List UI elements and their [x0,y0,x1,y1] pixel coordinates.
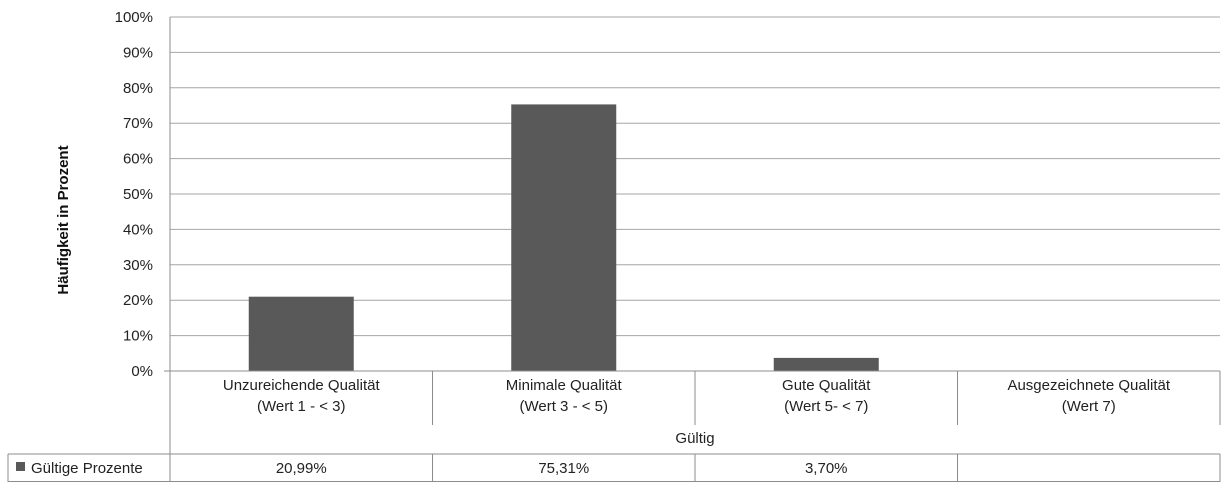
bars [248,104,879,372]
y-tick-label: 60% [123,151,153,168]
category-labels: Unzureichende Qualität (Wert 1 - < 3) Mini… [223,377,1171,415]
y-tick-label: 100% [115,9,153,26]
y-tick-label: 50% [123,186,153,203]
y-tick-label: 10% [123,328,153,345]
y-tick-label: 40% [123,221,153,238]
bar [773,357,879,371]
y-tick-label: 0% [131,363,153,380]
y-tick-labels: 0% 10% 20% 30% 40% 50% 60% 70% 80% 90% 100% [115,9,153,380]
y-tick-label: 30% [123,257,153,274]
bar [511,104,617,372]
y-tick-label: 80% [123,80,153,97]
data-label: 20,99% [276,460,327,477]
group-label: Gültig [675,430,714,447]
data-table: Gültige Prozente 20,99% 75,31% 3,70% [16,460,848,477]
bar [248,296,354,371]
gridlines [170,16,1220,337]
data-label: 75,31% [538,460,589,477]
y-tick-label: 70% [123,115,153,132]
category-label: Ausgezeichnete Qualität [1007,377,1170,394]
y-tick-label: 90% [123,44,153,61]
category-label: Minimale Qualität [506,377,623,394]
category-label: (Wert 1 - < 3) [257,398,346,415]
y-axis-label: Häufigkeit in Prozent [55,145,72,294]
category-label: Unzureichende Qualität [223,377,381,394]
legend-series-name: Gültige Prozente [31,460,143,477]
y-tick-label: 20% [123,292,153,309]
category-label: Gute Qualität [782,377,871,394]
data-label: 3,70% [805,460,848,477]
category-label: (Wert 7) [1062,398,1116,415]
category-label: (Wert 3 - < 5) [520,398,609,415]
category-label: (Wert 5- < 7) [784,398,868,415]
legend-swatch [16,462,25,471]
